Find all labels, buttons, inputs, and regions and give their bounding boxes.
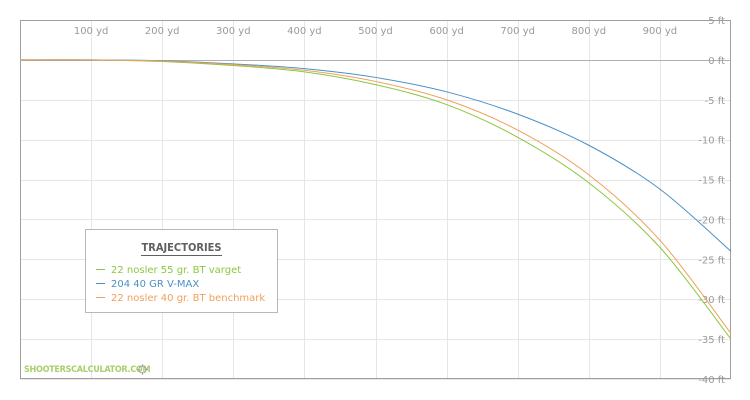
- x-tick-label: 200 yd: [145, 26, 180, 37]
- legend-title-text: TRAJECTORIES: [141, 241, 222, 256]
- x-tick-label: 900 yd: [643, 26, 678, 37]
- x-tick-label: 400 yd: [287, 26, 322, 37]
- legend-item-3[interactable]: 22 nosler 40 gr. BT benchmark: [96, 292, 265, 306]
- y-tick-label: -10 ft: [698, 136, 725, 147]
- legend-item-label: 22 nosler 40 gr. BT benchmark: [111, 293, 266, 304]
- y-tick-label: 0 ft: [708, 56, 725, 67]
- legend: TRAJECTORIES 22 nosler 55 gr. BT varget 2…: [85, 229, 278, 313]
- y-tick-label: -30 ft: [698, 295, 725, 306]
- x-tick-label: 700 yd: [500, 26, 535, 37]
- x-tick-label: 300 yd: [216, 26, 251, 37]
- y-tick-label: -25 ft: [698, 255, 725, 266]
- horizontal-gridlines: [20, 20, 731, 380]
- x-tick-label: 500 yd: [358, 26, 393, 37]
- legend-swatch: [96, 268, 105, 270]
- y-tick-label: -35 ft: [698, 335, 725, 346]
- y-tick-label: -15 ft: [698, 176, 725, 187]
- legend-title: TRAJECTORIES: [86, 241, 277, 256]
- series-line-2: [19, 59, 732, 252]
- x-tick-label: 800 yd: [572, 26, 607, 37]
- legend-swatch: [96, 296, 105, 298]
- legend-items: 22 nosler 55 gr. BT varget 204 40 GR V-MA…: [96, 264, 265, 306]
- plot-area-border: [20, 20, 731, 379]
- y-axis-tick-labels: 5 ft 0 ft -5 ft -10 ft -15 ft -20 ft -25 ft -30…: [698, 16, 725, 386]
- legend-item-2[interactable]: 204 40 GR V-MAX: [96, 278, 265, 292]
- vertical-gridlines: [91, 20, 661, 379]
- legend-item-1[interactable]: 22 nosler 55 gr. BT varget: [96, 264, 265, 278]
- watermark[interactable]: SHOOTERSCALCULATOR.COM: [24, 365, 151, 375]
- series-lines: [19, 59, 732, 340]
- legend-item-label: 22 nosler 55 gr. BT varget: [111, 265, 242, 276]
- y-tick-label: -20 ft: [698, 215, 725, 226]
- y-tick-label: -5 ft: [705, 96, 725, 107]
- y-tick-label: 5 ft: [708, 16, 725, 27]
- legend-swatch: [96, 282, 105, 284]
- crosshair-icon: [137, 364, 148, 375]
- legend-item-label: 204 40 GR V-MAX: [111, 279, 200, 290]
- series-line-3: [19, 59, 732, 334]
- y-tick-label: -40 ft: [698, 375, 725, 386]
- x-axis-tick-labels: 100 yd 200 yd 300 yd 400 yd 500 yd 600 yd 700 …: [74, 26, 677, 37]
- x-tick-label: 600 yd: [429, 26, 464, 37]
- x-tick-label: 100 yd: [74, 26, 109, 37]
